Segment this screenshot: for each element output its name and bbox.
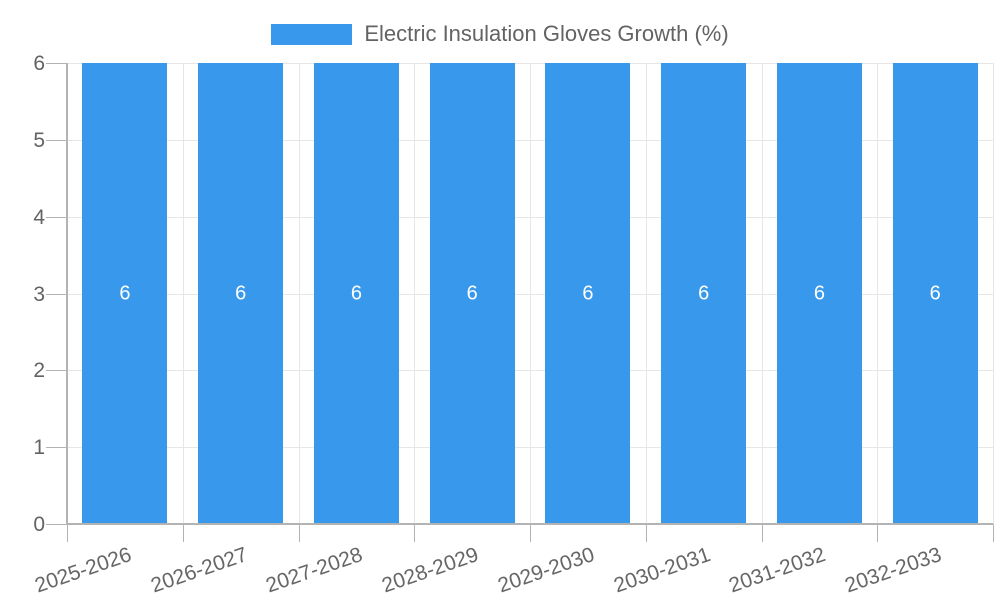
bar-value-label: 6 <box>582 282 594 304</box>
x-axis-line <box>66 523 993 525</box>
x-tick-mark <box>182 524 184 542</box>
bar-value-label: 6 <box>119 282 131 304</box>
bar <box>661 63 747 524</box>
bar-value-label: 6 <box>698 282 710 304</box>
bar <box>545 63 631 524</box>
y-tick-mark <box>46 139 67 141</box>
bar <box>776 63 862 524</box>
x-tick-mark <box>761 524 763 542</box>
bar-value-label: 6 <box>235 282 247 304</box>
chart-title: Electric Insulation Gloves Growth (%) <box>364 21 729 46</box>
chart-legend: Electric Insulation Gloves Growth (%) <box>0 21 1000 47</box>
bar <box>198 63 284 524</box>
bar-value-label: 6 <box>929 282 941 304</box>
gridline-vertical <box>182 63 184 524</box>
y-tick-mark <box>46 63 67 64</box>
gridline-vertical <box>761 63 763 524</box>
y-axis-label: 0 <box>33 513 45 536</box>
gridline-vertical <box>530 63 531 524</box>
x-tick-mark <box>67 524 68 542</box>
y-tick-mark <box>46 216 67 218</box>
bar-value-label: 6 <box>466 282 478 304</box>
x-tick-mark <box>414 524 416 542</box>
bar <box>82 63 168 524</box>
y-axis-line <box>66 63 68 524</box>
x-tick-mark <box>298 524 300 542</box>
y-tick-mark <box>46 370 67 372</box>
bar <box>429 63 515 524</box>
y-axis-label: 2 <box>33 359 45 383</box>
x-tick-mark <box>993 524 994 542</box>
bar <box>313 63 399 524</box>
bar <box>892 63 978 524</box>
legend-swatch <box>271 23 353 45</box>
gridline-vertical <box>993 63 994 524</box>
x-tick-mark <box>877 524 879 542</box>
x-tick-mark <box>530 524 531 542</box>
y-tick-mark <box>46 524 67 525</box>
y-axis-label: 4 <box>33 205 45 229</box>
y-axis-label: 6 <box>33 52 45 75</box>
y-axis-label: 5 <box>33 128 45 152</box>
bar-value-label: 6 <box>813 282 825 304</box>
y-tick-mark <box>46 293 67 295</box>
bar-value-label: 6 <box>350 282 362 304</box>
y-axis-label: 3 <box>33 282 45 306</box>
gridline-vertical <box>645 63 647 524</box>
gridline-vertical <box>298 63 300 524</box>
gridline-vertical <box>414 63 416 524</box>
gridline-vertical <box>877 63 879 524</box>
x-tick-mark <box>645 524 647 542</box>
y-tick-mark <box>46 447 67 449</box>
y-axis-label: 1 <box>33 436 45 460</box>
